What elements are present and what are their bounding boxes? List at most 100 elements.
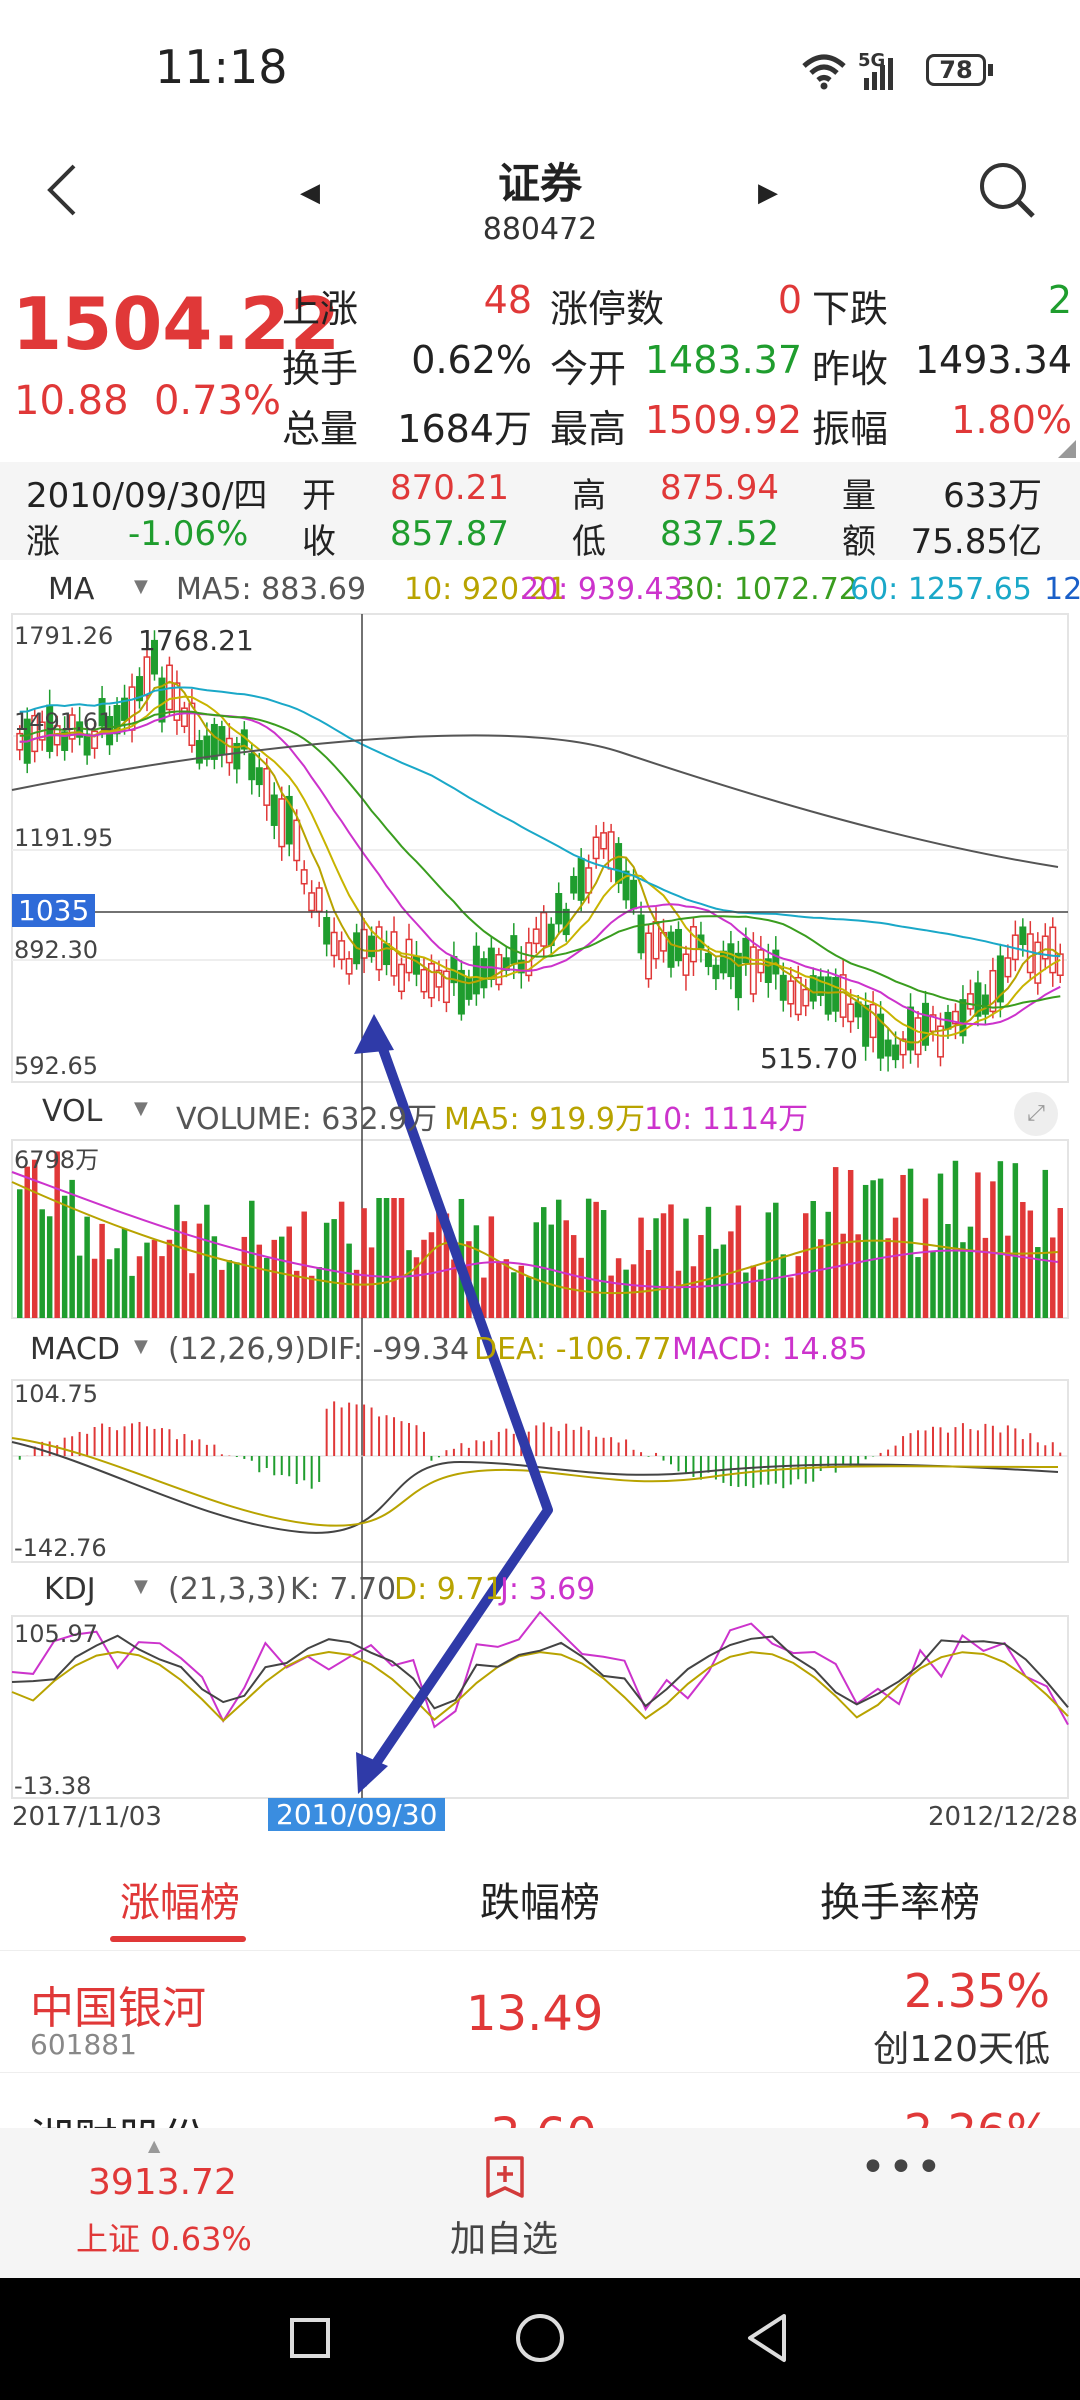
vol-ma10-line <box>11 1171 1059 1289</box>
date-start-label: 2017/11/03 <box>12 1802 162 1832</box>
chevron-down-icon[interactable]: ▼ <box>134 1336 148 1357</box>
candle-body <box>412 955 420 975</box>
candle-body <box>285 795 293 845</box>
chevron-down-icon[interactable]: ▼ <box>134 1098 148 1119</box>
candle-body <box>427 963 435 999</box>
volume-bar <box>61 1195 68 1318</box>
volume-bar <box>840 1233 846 1318</box>
candle-body <box>203 735 211 760</box>
chevron-down-icon[interactable]: ▼ <box>134 1576 148 1597</box>
quote-value: 0 <box>777 278 802 322</box>
tab-gainers[interactable]: 涨幅榜 <box>120 1880 240 1926</box>
candle-body <box>1041 935 1049 960</box>
chart-canvas[interactable] <box>0 562 1080 1840</box>
back-chevron-icon[interactable] <box>36 160 96 220</box>
candle-body <box>472 945 480 995</box>
list-item[interactable]: 湘财股份 3.60 2.26% <box>0 2074 1080 2128</box>
candle-body <box>817 976 825 996</box>
chevron-up-icon[interactable]: ▲ <box>148 2136 161 2155</box>
tab-turnover[interactable]: 换手率榜 <box>820 1880 980 1926</box>
signal-icon <box>864 58 893 90</box>
add-watchlist-icon[interactable] <box>482 2154 528 2200</box>
more-dots-icon[interactable]: ••• <box>860 2142 944 2193</box>
add-watchlist-label[interactable]: 加自选 <box>450 2219 559 2260</box>
stock-price: 13.49 <box>466 1986 604 2042</box>
info-close-value: 857.87 <box>390 514 509 554</box>
candle-body <box>577 857 585 901</box>
stock-pct: 2.35% <box>903 1964 1050 2018</box>
candle-body <box>383 943 391 966</box>
ranking-tabs: 涨幅榜 跌幅榜 换手率榜 <box>0 1840 1080 1951</box>
candle-body <box>83 733 91 756</box>
index-value[interactable]: 3913.72 <box>88 2162 237 2203</box>
ma-indicator-name[interactable]: MA <box>48 572 95 607</box>
ma5-value: MA5: 883.69 <box>176 572 367 607</box>
volume-bar <box>892 1217 899 1318</box>
back-triangle-icon[interactable] <box>744 2312 792 2364</box>
candle-body <box>1019 926 1027 946</box>
fullscreen-icon[interactable]: ⤢ <box>1014 1092 1058 1136</box>
volume-bar <box>982 1237 989 1318</box>
volume-bar <box>877 1178 884 1318</box>
index-name[interactable]: 上证 0.63% <box>76 2220 252 2258</box>
volume-bar <box>765 1212 772 1318</box>
panel-frame <box>11 613 1069 1083</box>
candle-body <box>764 958 772 984</box>
candle-body <box>420 968 428 993</box>
volume-bar <box>99 1223 105 1318</box>
ma60-value: 60: 1257.65 <box>850 572 1032 607</box>
candle-body <box>113 704 121 735</box>
volume-bar <box>593 1201 599 1318</box>
candle-body <box>922 1002 930 1046</box>
expand-corner-icon[interactable] <box>1058 440 1076 458</box>
panel-frame <box>11 1139 1069 1319</box>
volume-bar <box>967 1226 974 1318</box>
kline-chart[interactable]: MA ▼ MA5: 883.69 10: 920.21 20: 939.43 3… <box>0 562 1080 1840</box>
info-amount-value: 75.85亿 <box>910 522 1042 562</box>
kdj-indicator-name[interactable]: KDJ <box>44 1572 96 1607</box>
volume-bar <box>114 1248 120 1318</box>
macd-indicator-name[interactable]: MACD <box>30 1332 120 1367</box>
recent-apps-icon[interactable] <box>290 2318 330 2358</box>
candle-body <box>338 940 346 961</box>
candle-body <box>585 867 593 894</box>
home-icon[interactable] <box>516 2314 564 2362</box>
macd-dea: DEA: -106.77 <box>474 1332 672 1367</box>
candle-body <box>839 974 847 1018</box>
prev-arrow-icon[interactable]: ◀ <box>300 178 320 208</box>
candle-body <box>270 794 278 826</box>
volume-bar <box>713 1248 719 1318</box>
volume-bar <box>121 1228 128 1318</box>
candle-body <box>989 969 997 1013</box>
candle-body <box>809 975 817 1002</box>
volume-bar <box>293 1270 300 1318</box>
volume-bar <box>758 1269 764 1318</box>
next-arrow-icon[interactable]: ▶ <box>758 178 778 208</box>
quote-value: 1483.37 <box>644 338 802 382</box>
candle-body <box>188 702 196 746</box>
candle-body <box>98 698 106 727</box>
quote-label: 最高 <box>550 407 627 451</box>
volume-value: VOLUME: 632.9万 <box>176 1102 438 1137</box>
volume-bar <box>226 1260 233 1318</box>
candle-body <box>91 730 99 749</box>
tab-losers[interactable]: 跌幅榜 <box>480 1880 600 1926</box>
panel-frame <box>11 1615 1069 1799</box>
quote-grid: 上涨 48 涨停数 0 下跌 2 换手 0.62% 今开 1483.37 昨收 … <box>282 278 1072 451</box>
macd-value: MACD: 14.85 <box>672 1332 868 1367</box>
candle-body <box>61 731 69 751</box>
volume-bar <box>653 1218 659 1318</box>
kdj-j: J: 3.69 <box>500 1572 596 1607</box>
volume-bar <box>945 1224 951 1318</box>
volume-bar <box>563 1220 569 1318</box>
list-item[interactable]: 中国银河 601881 13.49 2.35% 创120天低 <box>0 1952 1080 2073</box>
vol-indicator-name[interactable]: VOL <box>42 1094 103 1129</box>
ma20-value: 20: 939.43 <box>520 572 683 607</box>
volume-bar <box>181 1221 188 1318</box>
stock-code: 880472 <box>482 212 598 247</box>
volume-bar <box>196 1223 203 1318</box>
change-value: 10.88 <box>14 378 129 424</box>
chevron-down-icon[interactable]: ▼ <box>134 576 148 597</box>
vol-ma5-line <box>11 1181 1059 1295</box>
search-icon[interactable] <box>975 158 1037 220</box>
